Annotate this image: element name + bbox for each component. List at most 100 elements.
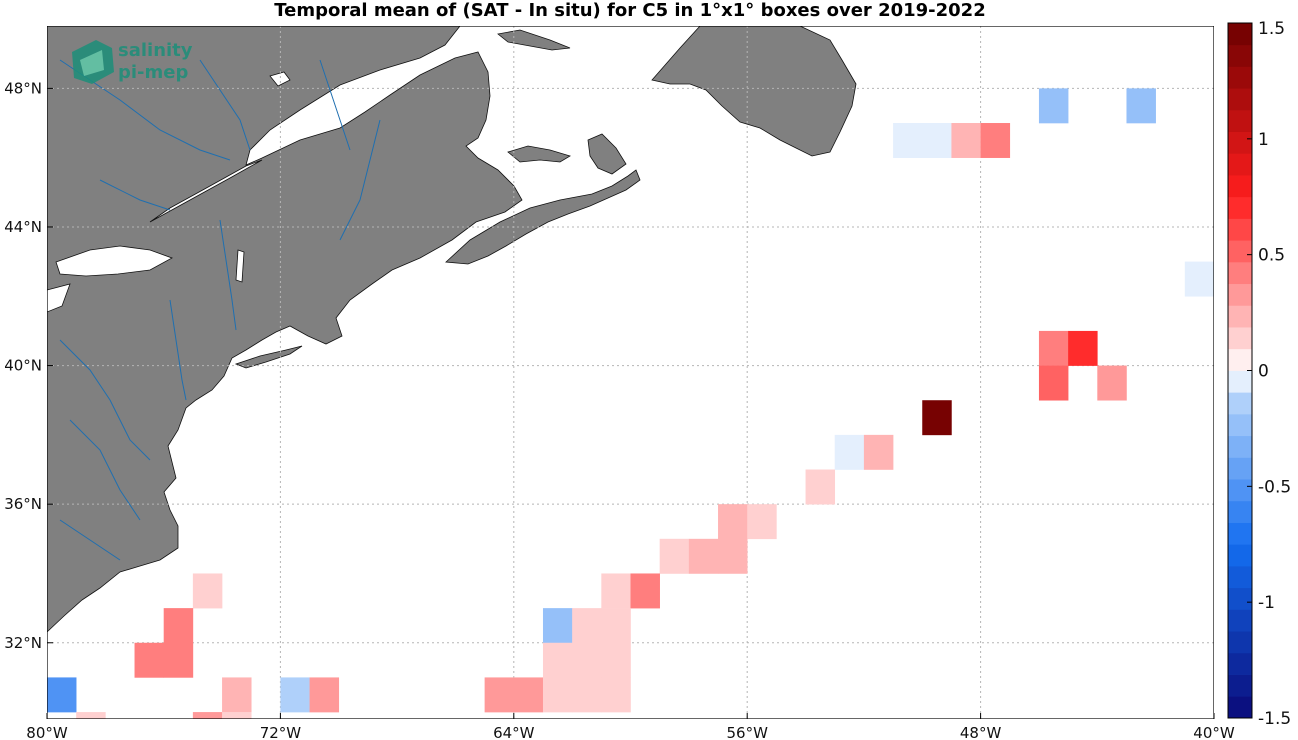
river bbox=[169, 299, 187, 401]
x-tick-label: 40°W bbox=[1193, 724, 1235, 740]
colorbar-segment bbox=[1228, 392, 1252, 415]
colorbar-segment bbox=[1228, 522, 1252, 545]
map-area[interactable] bbox=[47, 26, 1214, 740]
data-box bbox=[76, 712, 106, 719]
colorbar-tick-label: 1.5 bbox=[1258, 19, 1285, 39]
data-box bbox=[980, 123, 1011, 158]
data-box bbox=[951, 123, 981, 158]
colorbar-segment bbox=[1228, 479, 1252, 502]
colorbar-segment bbox=[1228, 153, 1252, 176]
anticosti-island bbox=[497, 29, 571, 51]
colorbar-segment bbox=[1228, 240, 1252, 263]
colorbar-segment bbox=[1228, 674, 1252, 697]
data-box bbox=[572, 677, 602, 713]
logo-line2: pi-mep bbox=[118, 62, 188, 83]
nova-scotia bbox=[445, 169, 641, 265]
map-title: Temporal mean of (SAT - In situ) for C5 … bbox=[274, 0, 986, 21]
river bbox=[59, 519, 121, 561]
latitude-ticks: 32°N 36°N 40°N 44°N 48°N bbox=[4, 79, 53, 652]
lake-st-john bbox=[269, 71, 291, 87]
data-box bbox=[1126, 88, 1156, 124]
colorbar-segment bbox=[1228, 88, 1252, 111]
y-tick-label: 36°N bbox=[4, 495, 42, 513]
y-tick-label: 48°N bbox=[4, 79, 42, 97]
data-box bbox=[1184, 261, 1214, 297]
data-box bbox=[630, 573, 660, 609]
river bbox=[199, 59, 251, 151]
colorbar-segment bbox=[1228, 283, 1252, 306]
colorbar-segment bbox=[1228, 44, 1252, 67]
prince-edward-island bbox=[507, 145, 571, 163]
colorbar-segment bbox=[1228, 631, 1252, 654]
colorbar-segment bbox=[1228, 435, 1252, 458]
lake-erie bbox=[47, 283, 71, 313]
colorbar-ticks: 1.5 1 0.5 0 -0.5 -1 -1.5 bbox=[1247, 19, 1291, 729]
logo-mark-highlight bbox=[80, 50, 104, 76]
data-box bbox=[572, 608, 602, 644]
colorbar-segment bbox=[1228, 587, 1252, 610]
colorbar-segment bbox=[1228, 196, 1252, 219]
data-box bbox=[834, 434, 865, 470]
river bbox=[219, 219, 237, 331]
colorbar-segment bbox=[1228, 413, 1252, 437]
longitude-ticks: 80°W 72°W 64°W 56°W 48°W 40°W bbox=[26, 713, 1235, 740]
data-box bbox=[484, 677, 515, 713]
data-box bbox=[134, 642, 164, 678]
data-box bbox=[659, 538, 690, 574]
river bbox=[69, 419, 141, 521]
land-masses bbox=[47, 26, 857, 633]
data-box bbox=[572, 642, 602, 678]
data-box bbox=[222, 712, 252, 719]
colorbar-segment bbox=[1228, 696, 1252, 719]
data-box bbox=[542, 642, 573, 678]
data-box bbox=[280, 677, 310, 713]
data-box bbox=[542, 608, 573, 644]
data-box bbox=[1038, 330, 1069, 366]
colorbar bbox=[1228, 23, 1252, 719]
colorbar-segment bbox=[1228, 348, 1252, 371]
colorbar-segment bbox=[1228, 457, 1252, 480]
colorbar-segment bbox=[1228, 544, 1252, 567]
y-tick-label: 44°N bbox=[4, 218, 42, 236]
data-box bbox=[601, 573, 631, 609]
y-tick-label: 40°N bbox=[4, 357, 42, 375]
colorbar-tick-label: -0.5 bbox=[1258, 477, 1291, 497]
x-tick-label: 80°W bbox=[26, 724, 68, 740]
lake-champlain bbox=[235, 249, 245, 283]
colorbar-tick-label: -1 bbox=[1258, 593, 1275, 613]
colorbar-tick-label: 1 bbox=[1258, 130, 1269, 150]
data-box bbox=[192, 712, 223, 719]
data-box bbox=[1068, 330, 1098, 366]
data-box bbox=[863, 434, 894, 470]
data-box bbox=[601, 642, 631, 678]
colorbar-segment bbox=[1228, 66, 1252, 89]
colorbar-segment bbox=[1228, 565, 1252, 589]
data-box bbox=[309, 677, 340, 713]
data-box bbox=[513, 677, 544, 713]
colorbar-segment bbox=[1228, 218, 1252, 241]
st-lawrence-river bbox=[149, 159, 263, 223]
data-box bbox=[922, 123, 952, 158]
data-box bbox=[718, 538, 748, 574]
data-box bbox=[163, 608, 194, 644]
data-box bbox=[922, 400, 952, 436]
data-box bbox=[601, 677, 631, 713]
x-tick-label: 72°W bbox=[260, 724, 302, 740]
colorbar-segment bbox=[1228, 23, 1252, 46]
x-tick-label: 48°W bbox=[960, 724, 1002, 740]
cape-breton bbox=[587, 133, 627, 175]
y-tick-label: 32°N bbox=[4, 634, 42, 652]
colorbar-segment bbox=[1228, 370, 1252, 393]
data-box bbox=[163, 642, 194, 678]
data-box bbox=[893, 123, 923, 158]
data-box bbox=[805, 469, 836, 505]
colorbar-segment bbox=[1228, 131, 1252, 154]
x-tick-label: 64°W bbox=[493, 724, 535, 740]
colorbar-segment bbox=[1228, 305, 1252, 328]
data-box bbox=[1097, 365, 1127, 401]
colorbar-tick-label: 0 bbox=[1258, 362, 1269, 382]
rivers bbox=[59, 59, 381, 561]
data-box bbox=[1038, 365, 1069, 401]
colorbar-tick-label: 0.5 bbox=[1258, 246, 1285, 266]
